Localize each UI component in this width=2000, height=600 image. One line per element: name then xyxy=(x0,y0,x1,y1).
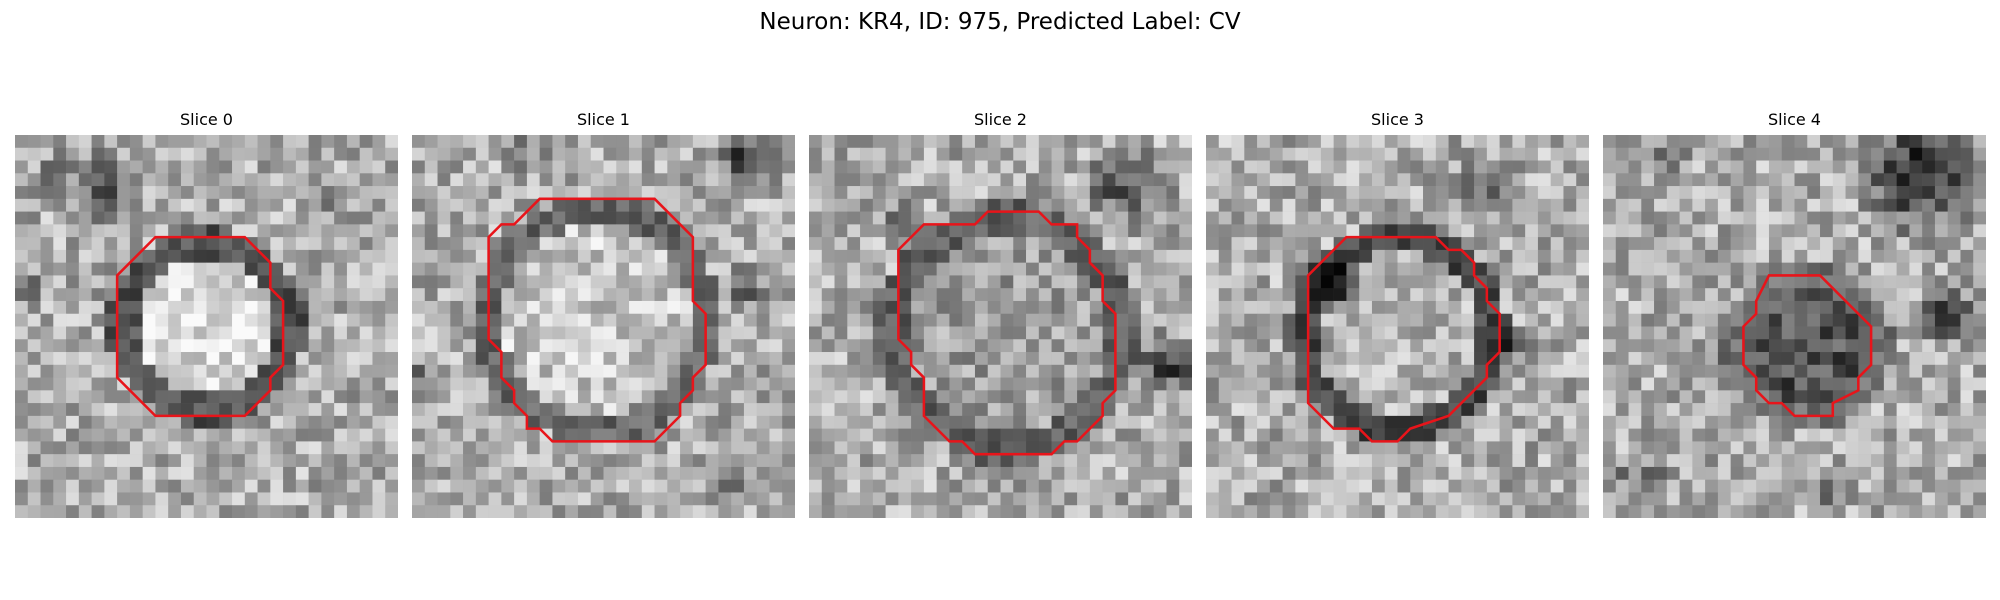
slice-4-canvas xyxy=(1603,135,1986,518)
slice-panel-3: Slice 3 xyxy=(1206,108,1589,518)
slice-title-0: Slice 0 xyxy=(180,110,233,129)
slice-1-canvas xyxy=(412,135,795,518)
slice-0-contour xyxy=(115,235,285,418)
slice-panel-4: Slice 4 xyxy=(1603,108,1986,518)
slice-1-pixels xyxy=(412,135,795,518)
slice-title-1: Slice 1 xyxy=(577,110,630,129)
slice-image-1 xyxy=(412,135,795,518)
slice-0-pixels xyxy=(15,135,398,518)
slice-1-contour xyxy=(487,197,707,443)
slice-image-4 xyxy=(1603,135,1986,518)
slice-image-2 xyxy=(809,135,1192,518)
slice-2-canvas xyxy=(809,135,1192,518)
figure-title: Neuron: KR4, ID: 975, Predicted Label: C… xyxy=(759,9,1241,35)
slice-title-2: Slice 2 xyxy=(974,110,1027,129)
slice-4-contour xyxy=(1742,274,1873,418)
slice-panel-2: Slice 2 xyxy=(809,108,1192,518)
slice-0-canvas xyxy=(15,135,398,518)
slice-image-0 xyxy=(15,135,398,518)
slice-panel-1: Slice 1 xyxy=(412,108,795,518)
slice-panel-0: Slice 0 xyxy=(15,108,398,518)
slice-3-pixels xyxy=(1206,135,1589,518)
slice-3-contour xyxy=(1306,235,1501,443)
slice-image-3 xyxy=(1206,135,1589,518)
slice-2-contour xyxy=(897,210,1117,456)
slice-title-3: Slice 3 xyxy=(1371,110,1424,129)
slice-3-canvas xyxy=(1206,135,1589,518)
slice-title-4: Slice 4 xyxy=(1768,110,1821,129)
slice-2-pixels xyxy=(809,135,1192,518)
slice-4-pixels xyxy=(1603,135,1986,518)
